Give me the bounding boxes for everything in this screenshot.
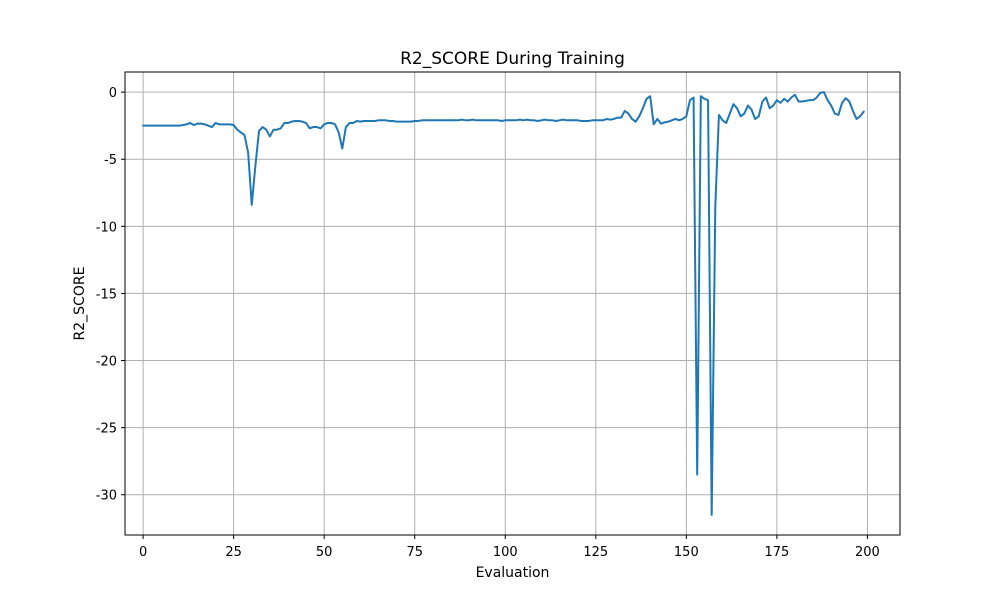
y-tick-label: -20 [96, 355, 117, 370]
x-tick-label: 75 [406, 545, 423, 560]
x-tick-label: 0 [139, 545, 147, 560]
y-tick-label: -15 [96, 287, 117, 302]
y-tick-label: -25 [96, 422, 117, 437]
y-tick-label: 0 [109, 86, 117, 101]
x-axis-label: Evaluation [476, 565, 550, 581]
x-tick-label: 200 [855, 545, 880, 560]
x-tick-label: 100 [493, 545, 518, 560]
plot-frame [124, 71, 901, 536]
y-tick-label: -5 [104, 153, 117, 168]
grid [125, 72, 900, 535]
x-tick-label: 50 [316, 545, 333, 560]
x-tick-label: 25 [225, 545, 242, 560]
y-tick-label: -10 [96, 220, 117, 235]
x-axis: 0 25 50 75 100 125 150 175 200 [139, 535, 880, 560]
series-line [142, 91, 865, 516]
chart-title: R2_SCORE During Training [400, 49, 625, 69]
x-tick-label: 125 [583, 545, 608, 560]
y-tick-label: -30 [96, 489, 117, 504]
y-axis: 0 -5 -10 -15 -20 -25 -30 [96, 86, 125, 504]
x-tick-label: 175 [764, 545, 789, 560]
y-axis-label: R2_SCORE [72, 267, 88, 341]
x-tick-label: 150 [674, 545, 699, 560]
